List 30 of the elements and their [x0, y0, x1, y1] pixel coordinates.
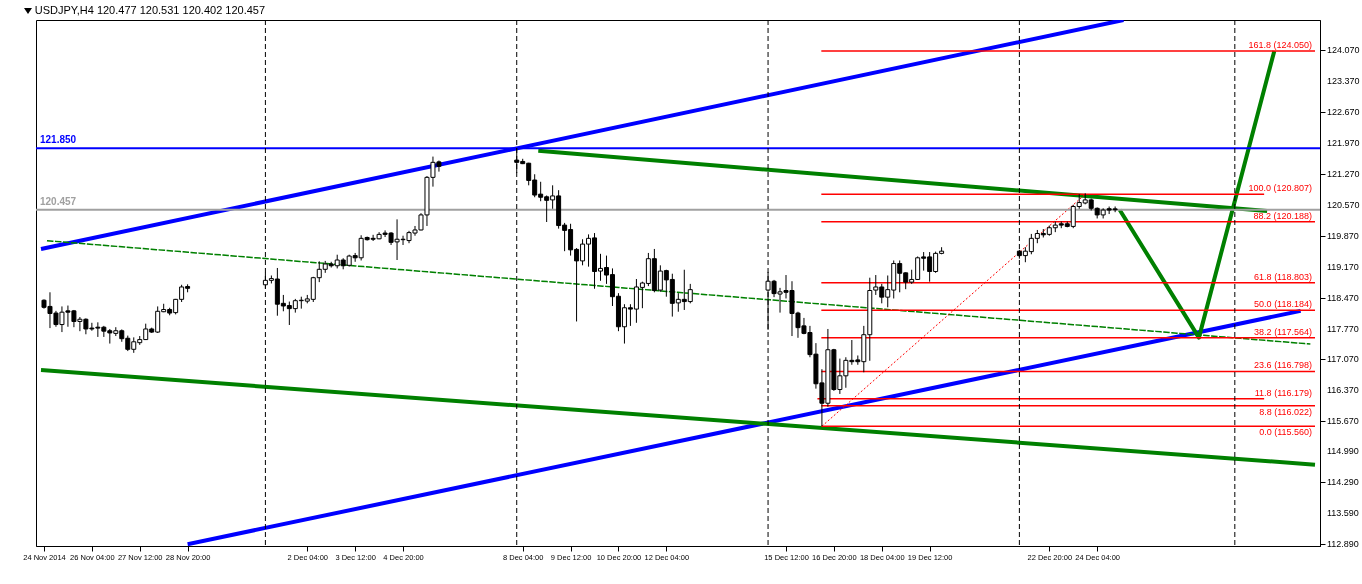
y-tick-label: 121.270: [1327, 168, 1360, 179]
y-tick-label: 123.370: [1327, 76, 1360, 86]
series-label: 23.6 (116.798): [1254, 360, 1312, 371]
y-tick-label: 124.070: [1327, 45, 1360, 56]
ref-line-label: 121.850: [40, 134, 77, 146]
y-tick-label: 121.970: [1327, 137, 1360, 148]
y-tick-label: 118.470: [1327, 292, 1359, 303]
y-tick-label: 117.770: [1327, 323, 1359, 334]
series-label: 161.8 (124.050): [1248, 39, 1312, 50]
y-tick-label: 112.890: [1327, 539, 1359, 550]
y-tick-label: 122.670: [1327, 106, 1360, 117]
series-label: 61.8 (118.803): [1254, 271, 1312, 282]
y-tick-label: 114.290: [1327, 477, 1359, 488]
y-tick-label: 117.070: [1327, 354, 1359, 365]
y-tick-label: 119.870: [1327, 230, 1359, 241]
y-tick-label: 120.570: [1327, 199, 1360, 210]
series-label: 50.0 (118.184): [1254, 299, 1312, 310]
series-label: 38.2 (117.564): [1254, 326, 1312, 337]
y-tick-label: 115.670: [1327, 416, 1359, 427]
y-tick-label: 116.370: [1327, 385, 1359, 396]
series-label: 88.2 (120.188): [1253, 210, 1312, 221]
y-tick-label: 114.990: [1327, 446, 1359, 457]
series-label: 0.0 (115.560): [1259, 427, 1312, 438]
chart-title: USDJPY,H4 120.477 120.531 120.402 120.457: [34, 3, 266, 16]
y-tick-label: 119.170: [1327, 261, 1359, 272]
series-label: 11.8 (116.179): [1254, 387, 1312, 398]
y-tick-label: 113.590: [1327, 508, 1359, 519]
ref-line-label: 120.457: [40, 195, 77, 207]
series-label: 100.0 (120.807): [1248, 183, 1312, 194]
series-label: 8.8 (116.022): [1259, 406, 1312, 417]
